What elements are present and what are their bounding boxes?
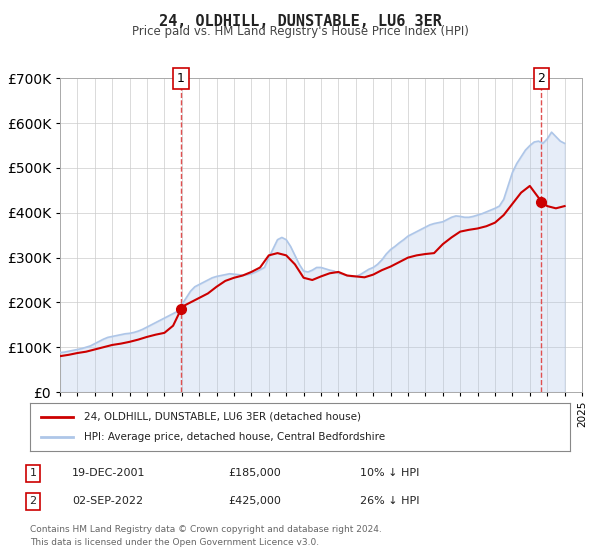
Text: £185,000: £185,000 <box>228 468 281 478</box>
Text: 26% ↓ HPI: 26% ↓ HPI <box>360 496 419 506</box>
Text: 24, OLDHILL, DUNSTABLE, LU6 3ER (detached house): 24, OLDHILL, DUNSTABLE, LU6 3ER (detache… <box>84 412 361 422</box>
Text: Price paid vs. HM Land Registry's House Price Index (HPI): Price paid vs. HM Land Registry's House … <box>131 25 469 38</box>
Text: 1: 1 <box>177 72 185 85</box>
Text: 10% ↓ HPI: 10% ↓ HPI <box>360 468 419 478</box>
Text: 1: 1 <box>29 468 37 478</box>
Text: HPI: Average price, detached house, Central Bedfordshire: HPI: Average price, detached house, Cent… <box>84 432 385 442</box>
Text: 02-SEP-2022: 02-SEP-2022 <box>72 496 143 506</box>
Text: 24, OLDHILL, DUNSTABLE, LU6 3ER: 24, OLDHILL, DUNSTABLE, LU6 3ER <box>158 14 442 29</box>
Text: 2: 2 <box>29 496 37 506</box>
Text: £425,000: £425,000 <box>228 496 281 506</box>
Text: 2: 2 <box>538 72 545 85</box>
Text: 19-DEC-2001: 19-DEC-2001 <box>72 468 146 478</box>
Text: Contains HM Land Registry data © Crown copyright and database right 2024.: Contains HM Land Registry data © Crown c… <box>30 525 382 534</box>
Text: This data is licensed under the Open Government Licence v3.0.: This data is licensed under the Open Gov… <box>30 538 319 547</box>
